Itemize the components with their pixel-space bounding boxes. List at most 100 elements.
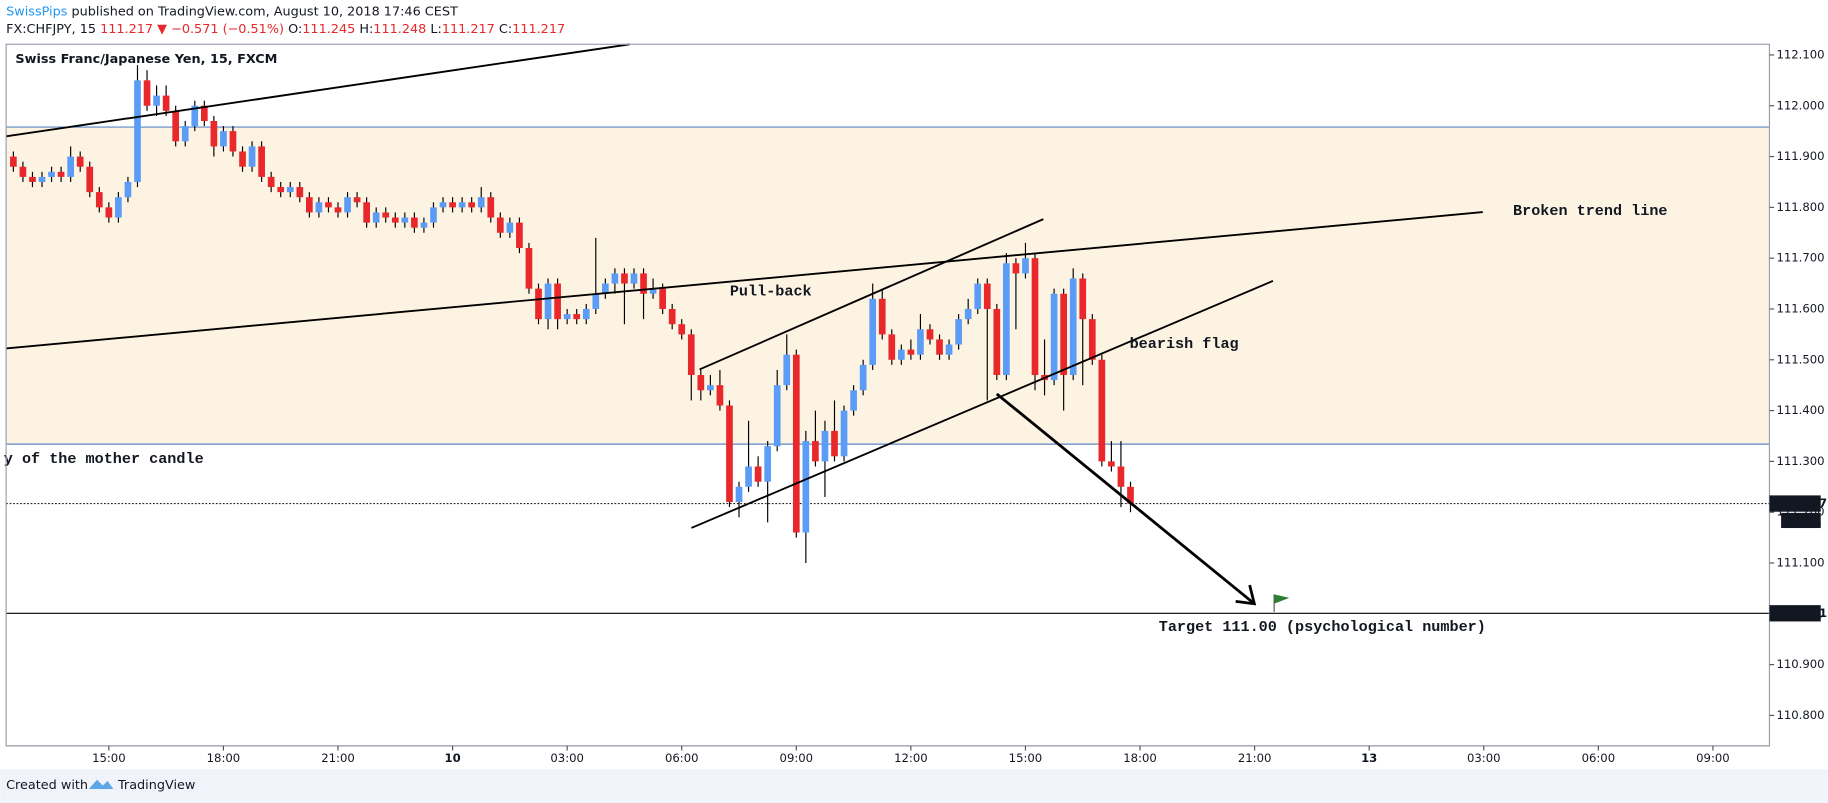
- countdown-tag: [1781, 512, 1821, 529]
- target-tag-label: 111.001: [1774, 606, 1827, 620]
- countdown-label: 13:21: [1785, 514, 1822, 528]
- footer-brand[interactable]: TradingView: [117, 778, 195, 793]
- candle-body: [411, 217, 418, 228]
- author[interactable]: SwissPips: [6, 4, 68, 19]
- candle-body: [124, 181, 132, 198]
- published: published on TradingView.com, August 10,…: [72, 4, 458, 19]
- footer-bar: [0, 769, 1828, 803]
- candle-body: [401, 217, 409, 223]
- candle-body: [296, 187, 304, 198]
- candle-body: [640, 273, 647, 294]
- chart-title: Swiss Franc/Japanese Yen, 15, FXCM: [15, 52, 277, 67]
- ohlc-value: 111.217: [512, 22, 565, 37]
- x-tick-label: 03:00: [1467, 751, 1501, 765]
- footer-text: Created with: [6, 778, 88, 793]
- candle-body: [630, 273, 638, 284]
- candle-body: [1088, 319, 1096, 360]
- x-tick-label: 13: [1361, 751, 1377, 765]
- ohlc-label: L:: [430, 22, 441, 37]
- candle-body: [477, 197, 485, 208]
- candle-body: [764, 446, 772, 482]
- annotation: bearish flag: [1130, 335, 1239, 353]
- candle-body: [315, 202, 323, 213]
- candle-body: [382, 212, 390, 218]
- brand-logo: [88, 779, 114, 790]
- candle-body: [1022, 258, 1029, 274]
- candle-body: [707, 385, 714, 391]
- candle-body: [1050, 293, 1058, 381]
- candle-body: [840, 410, 848, 457]
- y-tick-label: 110.800: [1776, 708, 1824, 722]
- candle-body: [926, 329, 934, 340]
- candle-body: [964, 308, 972, 320]
- candle-body: [792, 354, 800, 533]
- symbol-line: FX:CHFJPY, 15 111.217 ▼ −0.571 (−0.51%) …: [6, 22, 565, 37]
- y-tick-label: 112.100: [1776, 47, 1824, 61]
- candle-body: [897, 349, 905, 360]
- candle-body: [181, 126, 189, 142]
- candle-body: [258, 146, 265, 177]
- last-price: 111.217: [100, 22, 153, 37]
- x-tick-label: 09:00: [780, 751, 814, 765]
- candle-body: [1069, 278, 1077, 376]
- candle-body: [506, 222, 514, 233]
- y-tick-label: 111.300: [1776, 454, 1824, 468]
- candle-body: [353, 197, 361, 203]
- candle-body: [267, 176, 275, 188]
- candle-body: [869, 298, 877, 365]
- candle-body: [735, 486, 743, 503]
- candle-body: [668, 308, 676, 325]
- candle-body: [115, 197, 122, 218]
- candle-body: [153, 95, 160, 106]
- annotation: y of the mother candle: [4, 450, 204, 468]
- ohlc-value: 111.217: [442, 22, 495, 37]
- candle-body: [955, 319, 962, 345]
- annotation: Broken trend line: [1513, 202, 1667, 220]
- candle-body: [859, 364, 867, 391]
- zone: [6, 127, 1770, 445]
- candle-body: [325, 202, 332, 208]
- candle-body: [487, 197, 495, 218]
- candle-body: [1127, 486, 1134, 504]
- candle-body: [306, 197, 313, 213]
- candle-body: [716, 385, 724, 406]
- candle-body: [1117, 466, 1125, 487]
- drawings: [5, 43, 1483, 606]
- candle-body: [687, 334, 695, 376]
- candle-body: [372, 212, 380, 223]
- change: ▼ −0.571 (−0.51%): [157, 22, 284, 37]
- candle-body: [936, 339, 943, 355]
- trend-line: [6, 211, 1483, 350]
- candle-body: [821, 430, 829, 462]
- y-tick-label: 110.900: [1776, 657, 1824, 671]
- x-tick-label: 10: [444, 751, 460, 765]
- price-tag: [1769, 495, 1821, 512]
- candle-body: [496, 217, 504, 233]
- candle-body: [134, 80, 141, 182]
- candle-body: [143, 80, 151, 106]
- candle-body: [649, 288, 657, 294]
- candle-body: [621, 273, 628, 284]
- candle-body: [239, 151, 246, 167]
- annotation: Pull-back: [730, 282, 812, 300]
- candle-body: [773, 385, 781, 447]
- candle-body: [210, 121, 218, 147]
- candle-body: [878, 298, 886, 335]
- y-tick-label: 111.400: [1776, 403, 1824, 417]
- candle-body: [391, 217, 399, 223]
- grid-layer: [6, 502, 1770, 614]
- candle-body: [19, 166, 27, 177]
- ohlc-value: 111.245: [302, 22, 355, 37]
- ohlc-value: 111.248: [373, 22, 426, 37]
- candle-body: [105, 207, 113, 218]
- candle-body: [248, 146, 256, 167]
- candle-body: [888, 334, 896, 360]
- candle-body: [983, 283, 991, 309]
- x-tick-label: 15:00: [92, 751, 126, 765]
- candle-body: [544, 283, 552, 320]
- candle-body: [745, 466, 752, 487]
- candle-body: [172, 110, 180, 142]
- x-tick-label: 06:00: [1582, 751, 1616, 765]
- candle-body: [29, 176, 36, 182]
- candle-body: [945, 344, 953, 355]
